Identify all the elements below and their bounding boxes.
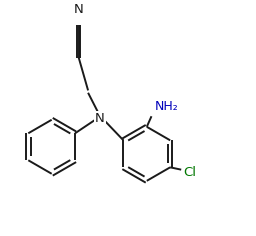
Text: Cl: Cl	[184, 166, 197, 179]
Text: N: N	[95, 112, 105, 125]
Text: NH₂: NH₂	[155, 100, 179, 113]
Text: N: N	[74, 4, 83, 17]
